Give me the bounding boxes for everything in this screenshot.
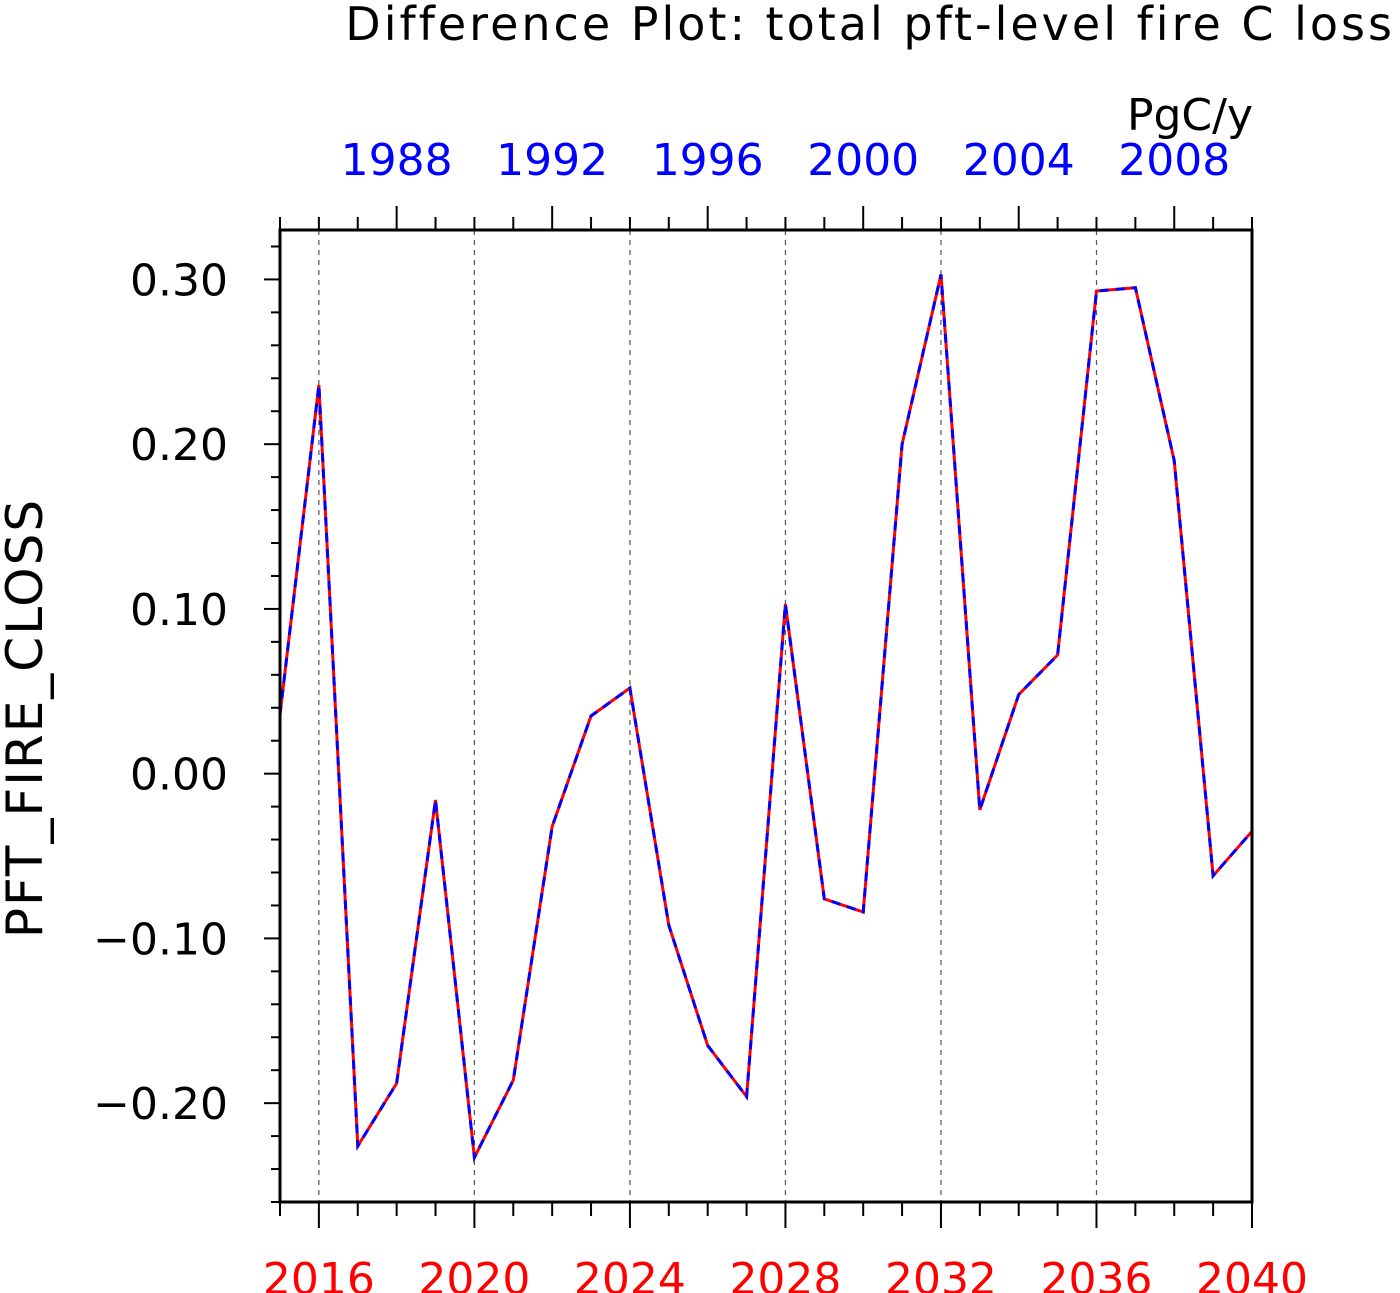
chart-title: Difference Plot: total pft-level fire C … [345, 0, 1395, 51]
x-bottom-tick-label: 2020 [418, 1254, 530, 1293]
x-bottom-tick-label: 2028 [729, 1254, 841, 1293]
y-tick-label: 0.10 [130, 585, 228, 636]
x-top-tick-label: 2004 [963, 135, 1075, 186]
x-top-tick-label: 1992 [496, 135, 608, 186]
axis-tick-labels: −0.20 −0.10 0.00 0.10 0.20 0.30 2016 2020 2024 20… [93, 135, 1308, 1293]
x-top-tick-label: 2008 [1118, 135, 1230, 186]
y-tick-label: −0.20 [93, 1079, 228, 1130]
y-tick-label: 0.20 [130, 420, 228, 471]
series-lines [278, 274, 1254, 1163]
x-bottom-tick-label: 2040 [1196, 1254, 1308, 1293]
axis-ticks [264, 206, 1253, 1228]
units-label: PgC/y [1127, 90, 1253, 141]
y-tick-label: 0.00 [130, 750, 228, 801]
x-bottom-tick-label: 2016 [263, 1254, 375, 1293]
series-line-red [278, 274, 1254, 1163]
y-tick-label: −0.10 [93, 914, 228, 965]
grid-lines [318, 230, 1098, 1202]
series-line-blue [278, 274, 1254, 1163]
x-top-tick-label: 2000 [807, 135, 919, 186]
x-bottom-tick-label: 2032 [885, 1254, 997, 1293]
plot-frame [278, 228, 1254, 1204]
y-axis-label: PFT_FIRE_CLOSS [0, 498, 54, 938]
x-top-tick-label: 1996 [652, 135, 764, 186]
x-top-tick-label: 1988 [341, 135, 453, 186]
x-bottom-tick-label: 2024 [574, 1254, 686, 1293]
x-bottom-tick-label: 2036 [1040, 1254, 1152, 1293]
y-tick-label: 0.30 [130, 255, 228, 306]
